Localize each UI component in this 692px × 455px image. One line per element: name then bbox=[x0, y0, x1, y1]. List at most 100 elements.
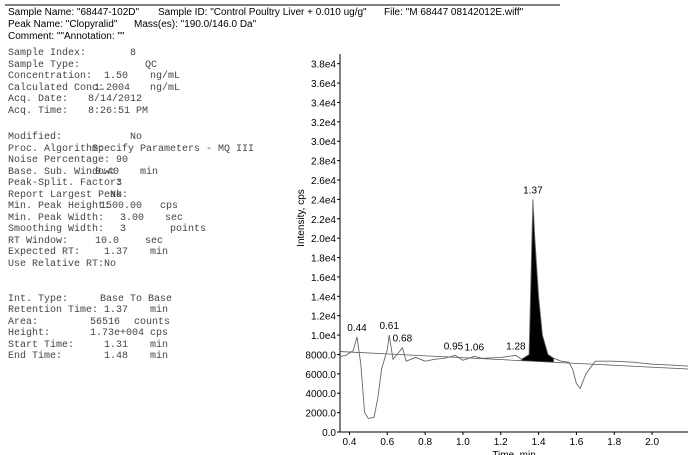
param-value: No bbox=[104, 259, 116, 270]
param-label: Int. Type: bbox=[8, 294, 68, 305]
param-value: 1500.00 bbox=[100, 201, 142, 212]
y-tick-label: 1.4e4 bbox=[311, 292, 336, 303]
param-value: QC bbox=[145, 60, 157, 71]
param-label: Min. Peak Width: bbox=[8, 212, 104, 224]
y-axis-label: Intensity, cps bbox=[296, 189, 307, 247]
x-axis-label: Time, min bbox=[492, 450, 536, 455]
param-value: 0.40 bbox=[95, 167, 119, 178]
annotation: Annotation: "" bbox=[64, 31, 125, 42]
peak-label: 1.37 bbox=[523, 185, 543, 196]
file-name: File: "M 68447 08142012E.wiff" bbox=[384, 7, 524, 18]
param-value: No bbox=[110, 190, 122, 201]
param-label: Expected RT: bbox=[8, 246, 80, 258]
param-label: Retention Time: bbox=[8, 304, 98, 316]
x-tick-label: 1.8 bbox=[607, 437, 621, 448]
sample-name: Sample Name: "68447-102D" bbox=[8, 7, 140, 18]
y-tick-label: 8000.0 bbox=[305, 350, 336, 361]
y-tick-label: 2.0e4 bbox=[311, 234, 336, 245]
y-tick-label: 2.8e4 bbox=[311, 157, 336, 168]
param-label: Sample Index: bbox=[8, 47, 86, 59]
peak-label: 1.28 bbox=[506, 341, 526, 352]
x-tick-label: 1.0 bbox=[456, 437, 470, 448]
y-tick-label: 0.0 bbox=[322, 428, 336, 439]
param-value: 3 bbox=[116, 178, 122, 189]
param-label: RT Window: bbox=[8, 235, 68, 247]
param-value: Base To Base bbox=[100, 294, 172, 305]
param-label: Report Largest Peak: bbox=[8, 189, 128, 201]
y-tick-label: 1.0e4 bbox=[311, 331, 336, 342]
param-value: 1.48 bbox=[104, 351, 128, 362]
param-value: ng/mL bbox=[150, 70, 180, 82]
param-label: Calculated Conc: bbox=[8, 82, 104, 94]
param-value: 1.2004 bbox=[94, 83, 130, 94]
y-tick-label: 2.2e4 bbox=[311, 215, 336, 226]
x-tick-label: 0.6 bbox=[380, 437, 394, 448]
param-value: min bbox=[140, 166, 158, 178]
param-value: 56516 bbox=[90, 317, 120, 328]
param-value: 1.31 bbox=[104, 340, 128, 351]
param-label: Area: bbox=[8, 317, 38, 328]
param-value: min bbox=[150, 246, 168, 258]
param-value: min bbox=[150, 304, 168, 316]
peak-label: 0.95 bbox=[444, 341, 464, 352]
peak-name: Peak Name: "Clopyralid" bbox=[8, 19, 118, 30]
param-value: sec bbox=[165, 213, 183, 224]
y-tick-label: 1.6e4 bbox=[311, 273, 336, 284]
param-value: cps bbox=[160, 201, 178, 212]
param-label: Min. Peak Height: bbox=[8, 200, 110, 212]
sample-id: Sample ID: "Control Poultry Liver + 0.01… bbox=[158, 7, 367, 18]
param-value: min bbox=[150, 339, 168, 351]
y-tick-label: 2.4e4 bbox=[311, 195, 336, 206]
param-label: Use Relative RT: bbox=[8, 258, 104, 270]
peak-label: 1.06 bbox=[465, 342, 485, 353]
param-value: 1.37 bbox=[104, 305, 128, 316]
y-tick-label: 6000.0 bbox=[305, 370, 336, 381]
param-label: Modified: bbox=[8, 131, 62, 143]
param-value: 1.37 bbox=[104, 247, 128, 258]
param-label: Acq. Date: bbox=[8, 94, 68, 105]
param-label: Acq. Time: bbox=[8, 105, 68, 117]
y-tick-label: 4000.0 bbox=[305, 389, 336, 400]
param-label: Smoothing Width: bbox=[8, 223, 104, 235]
param-label: Height: bbox=[8, 327, 50, 339]
x-tick-label: 1.4 bbox=[532, 437, 546, 448]
param-label: Concentration: bbox=[8, 70, 92, 82]
x-tick-label: 0.4 bbox=[343, 437, 357, 448]
param-value: No bbox=[130, 132, 142, 143]
param-value: Specify Parameters - MQ III bbox=[92, 143, 254, 155]
param-label: Base. Sub. Window: bbox=[8, 166, 116, 178]
x-tick-label: 1.2 bbox=[494, 437, 508, 448]
param-label: Noise Percentage: bbox=[8, 154, 110, 166]
y-tick-label: 1.2e4 bbox=[311, 312, 336, 323]
param-value: 3.00 bbox=[120, 213, 144, 224]
y-tick-label: 1.8e4 bbox=[311, 254, 336, 265]
param-value: points bbox=[170, 223, 206, 235]
peak-fill bbox=[521, 199, 554, 363]
param-value: sec bbox=[145, 236, 163, 247]
x-tick-label: 2.0 bbox=[645, 437, 659, 448]
param-label: Start Time: bbox=[8, 339, 74, 351]
comment: Comment: "" bbox=[8, 31, 64, 42]
param-value: 8 bbox=[130, 48, 136, 59]
x-tick-label: 0.8 bbox=[418, 437, 432, 448]
y-tick-label: 2000.0 bbox=[305, 409, 336, 420]
param-value: 8/14/2012 bbox=[88, 93, 142, 105]
y-tick-label: 3.2e4 bbox=[311, 118, 336, 129]
param-label: Peak-Split. Factor: bbox=[8, 177, 122, 189]
trace bbox=[339, 199, 689, 419]
peak-label: 0.44 bbox=[347, 323, 367, 334]
param-value: ng/mL bbox=[150, 82, 180, 94]
param-value: counts bbox=[134, 317, 170, 328]
param-value: cps bbox=[150, 328, 168, 339]
y-tick-label: 2.6e4 bbox=[311, 176, 336, 187]
param-label: Sample Type: bbox=[8, 59, 80, 71]
baseline bbox=[339, 351, 689, 370]
param-label: Proc. Algorithm: bbox=[8, 143, 104, 155]
y-tick-label: 3.0e4 bbox=[311, 137, 336, 148]
y-tick-label: 3.6e4 bbox=[311, 79, 336, 90]
param-value: 1.50 bbox=[104, 71, 128, 82]
y-tick-label: 3.8e4 bbox=[311, 60, 336, 71]
param-value: 10.0 bbox=[95, 236, 119, 247]
param-value: 90 bbox=[116, 155, 128, 166]
